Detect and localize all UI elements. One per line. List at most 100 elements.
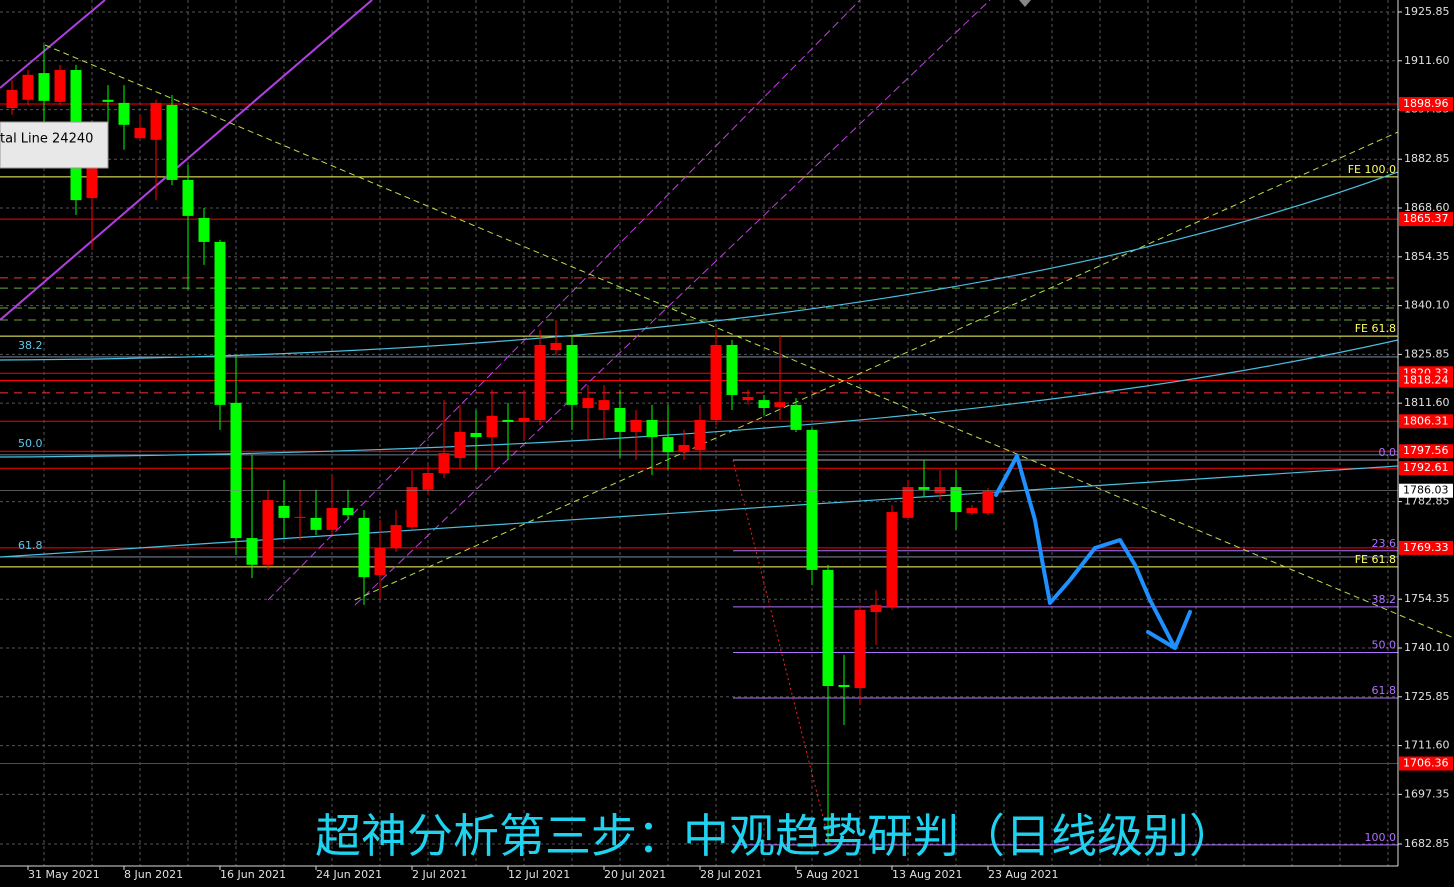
candle-body [742,397,754,401]
y-tick-label: 1811.60 [1404,396,1450,409]
fib-label: 50.0 [1372,638,1397,651]
tooltip-box [0,121,109,169]
candle-body [886,512,898,607]
y-tick-label: 1725.85 [1404,690,1450,703]
channel-line [267,0,861,601]
candle-body [950,487,962,513]
fib-label: 0.0 [1379,446,1397,459]
candle-body [422,473,434,490]
candle-body [758,400,770,408]
y-tick-label: 1682.85 [1404,837,1450,850]
arc-line [0,465,1399,558]
hand-drawn-arrow [994,454,1192,650]
candle-body [838,684,850,688]
candle-body [678,444,690,453]
candle-body [774,402,786,407]
y-tick-label: 1711.60 [1404,739,1450,752]
level-label: 1898.96 [1403,97,1449,110]
x-tick-label: 23 Aug 2021 [988,868,1058,881]
level-label-box [1399,540,1453,555]
level-label: 1706.36 [1403,757,1449,770]
candle-body [230,402,242,539]
y-tick-label: 1825.85 [1404,347,1450,360]
candle-body [438,453,450,474]
x-tick-label: 24 Jun 2021 [316,868,382,881]
candle-body [166,104,178,180]
candle-body [182,179,194,216]
candle-body [358,517,370,578]
fib-label: 61.8 [1372,684,1397,697]
fe-label: FE 61.8 [1355,553,1396,566]
candle-body [214,241,226,405]
trend-line [0,0,373,321]
candle-body [54,70,66,102]
x-tick-label: 20 Jul 2021 [604,868,666,881]
candle-body [966,507,978,514]
trend-line [0,0,106,89]
left-fib-label: 50.0 [18,437,43,450]
level-label: 1818.24 [1403,373,1449,386]
fib-label: 38.2 [1372,593,1397,606]
candle-body [406,487,418,528]
level-label: 1792.61 [1403,461,1449,474]
candle-body [374,548,386,576]
candle-body [646,419,658,438]
y-tick-label: 1740.10 [1404,641,1450,654]
candle-body [22,74,34,100]
candle-body [710,344,722,420]
candle-body [870,604,882,613]
candle-body [934,487,946,493]
level-label-box [1399,756,1453,771]
candle-body [470,432,482,438]
y-tick-label: 1754.35 [1404,592,1450,605]
fib-base-line [732,459,831,846]
candle-body [662,437,674,453]
candle-body [806,429,818,570]
candle-body [566,344,578,405]
candle-body [102,99,114,102]
candle-body [246,538,258,565]
candle-body [118,102,130,125]
candle-body [598,400,610,411]
candle-body [902,487,914,518]
candle-body [518,417,530,423]
candle-body [726,344,738,395]
candle-body [982,490,994,514]
x-tick-label: 13 Aug 2021 [892,868,962,881]
scroll-marker [1019,0,1031,7]
candle-body [326,507,338,530]
x-tick-label: 12 Jul 2021 [508,868,570,881]
candle-body [790,404,802,430]
last-price-label: 1786.03 [1403,484,1449,497]
y-tick-label: 1868.60 [1404,201,1450,214]
candle-body [502,419,514,423]
labels-layer: 1925.851911.601897.351882.851868.601854.… [0,5,1453,881]
x-tick-label: 28 Jul 2021 [700,868,762,881]
candle-body [630,419,642,432]
candle-body [454,431,466,458]
level-label-box [1399,373,1453,388]
candle-body [390,525,402,549]
left-fib-label: 61.8 [18,539,43,552]
candle-body [614,407,626,432]
last-price-box [1399,483,1453,498]
level-label-box [1399,444,1453,459]
candle-body [294,516,306,518]
candle-body [310,517,322,530]
level-label: 1806.31 [1403,414,1449,427]
x-tick-label: 31 May 2021 [28,868,100,881]
y-tick-label: 1925.85 [1404,5,1450,18]
annotation: 超神分析第三步：中观趋势研判（日线级别） [315,809,1235,863]
y-tick-label: 1882.85 [1404,152,1450,165]
y-tick-label: 1854.35 [1404,250,1450,263]
fib-label: 100.0 [1365,831,1397,844]
y-tick-label: 1697.35 [1404,787,1450,800]
candle-body [854,609,866,689]
fe-label: FE 100.0 [1348,163,1396,176]
tooltip-text: tal Line 24240 [0,132,93,147]
channel-line [354,0,991,606]
trend-line [44,44,1454,639]
level-label: 1865.37 [1403,212,1449,225]
